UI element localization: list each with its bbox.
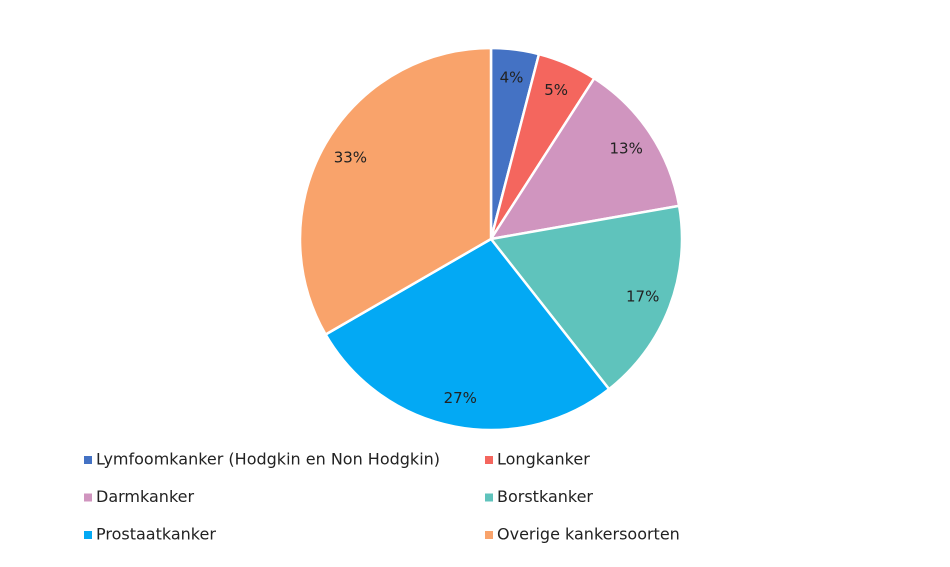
legend-swatch [485,531,493,539]
data-label: 27% [444,389,477,407]
data-label: 33% [334,148,367,166]
legend-swatch [485,493,493,502]
data-label: 4% [500,68,524,86]
data-label: 17% [626,287,659,305]
data-label: 5% [544,81,568,99]
legend-label: Prostaatkanker [96,525,216,544]
legend-label: Longkanker [497,450,590,469]
data-label: 13% [609,140,642,158]
pie-slice [488,204,684,391]
legend-swatch [84,456,92,464]
legend-label: Darmkanker [96,487,194,506]
pie-slice [488,76,681,241]
pie-slice [323,237,611,432]
legend-swatch [485,456,493,464]
legend-label: Lymfoomkanker (Hodgkin en Non Hodgkin) [96,450,440,469]
legend-label: Overige kankersoorten [497,525,680,544]
pie-slice [298,46,493,337]
legend-swatch [84,493,92,502]
legend-swatch [84,531,92,539]
legend-label: Borstkanker [497,487,593,506]
